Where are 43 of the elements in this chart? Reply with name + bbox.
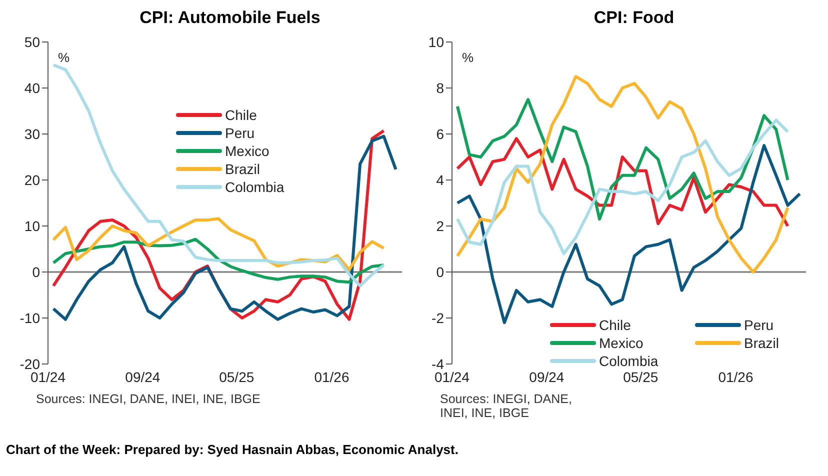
y-tick-label: 6 xyxy=(436,126,444,142)
y-tick-label: 50 xyxy=(24,34,40,50)
y-tick-label: 40 xyxy=(24,80,40,96)
y-tick-label: 4 xyxy=(436,172,444,188)
y-tick-label: 20 xyxy=(24,172,40,188)
source-note: Sources: INEGI, DANE, INEI, INE, IBGE xyxy=(440,392,573,420)
y-tick-label: 8 xyxy=(436,80,444,96)
legend-label: Chile xyxy=(599,317,631,333)
y-axis-title: % xyxy=(58,50,70,65)
line-series xyxy=(456,137,790,228)
y-tick-label: 30 xyxy=(24,126,40,142)
line-series xyxy=(456,75,790,274)
legend-label: Brazil xyxy=(744,335,780,351)
x-tick-label: 05/25 xyxy=(623,368,658,385)
line-series xyxy=(52,64,386,288)
line-series xyxy=(456,98,790,221)
legend-label: Peru xyxy=(225,125,255,141)
x-tick-label: 05/25 xyxy=(219,368,254,385)
legend-label: Peru xyxy=(744,317,774,333)
chart-title: CPI: Automobile Fuels xyxy=(138,8,322,29)
source-note: Sources: INEGI, DANE, INEI, INE, IBGE xyxy=(36,392,262,406)
x-tick-label: 01/26 xyxy=(718,368,754,385)
x-tick-label: 09/24 xyxy=(125,368,160,385)
legend-label: Brazil xyxy=(225,161,260,177)
x-tick-label: 09/24 xyxy=(529,368,564,385)
legend-label: Mexico xyxy=(599,335,644,351)
legend-label: Chile xyxy=(225,107,257,123)
x-tick-label: 01/26 xyxy=(314,368,350,385)
legend-label: Colombia xyxy=(599,353,658,369)
y-tick-label: 0 xyxy=(436,264,444,280)
line-series xyxy=(52,238,386,284)
chart-title: CPI: Food xyxy=(592,8,676,29)
line-series xyxy=(456,118,790,256)
legend-label: Colombia xyxy=(225,179,284,195)
y-tick-label: 10 xyxy=(428,34,444,50)
text: Chart of the Week: Prepared by: Syed Hasnain Abbas, Economic Analyst. xyxy=(6,442,460,457)
y-tick-label: 0 xyxy=(32,264,40,280)
y-tick-label: 10 xyxy=(24,218,40,234)
y-tick-label: 2 xyxy=(436,218,444,234)
legend-label: Mexico xyxy=(225,143,270,159)
y-axis-title: % xyxy=(462,50,474,65)
y-tick-label: -10 xyxy=(20,310,40,326)
y-tick-label: -2 xyxy=(432,310,444,326)
